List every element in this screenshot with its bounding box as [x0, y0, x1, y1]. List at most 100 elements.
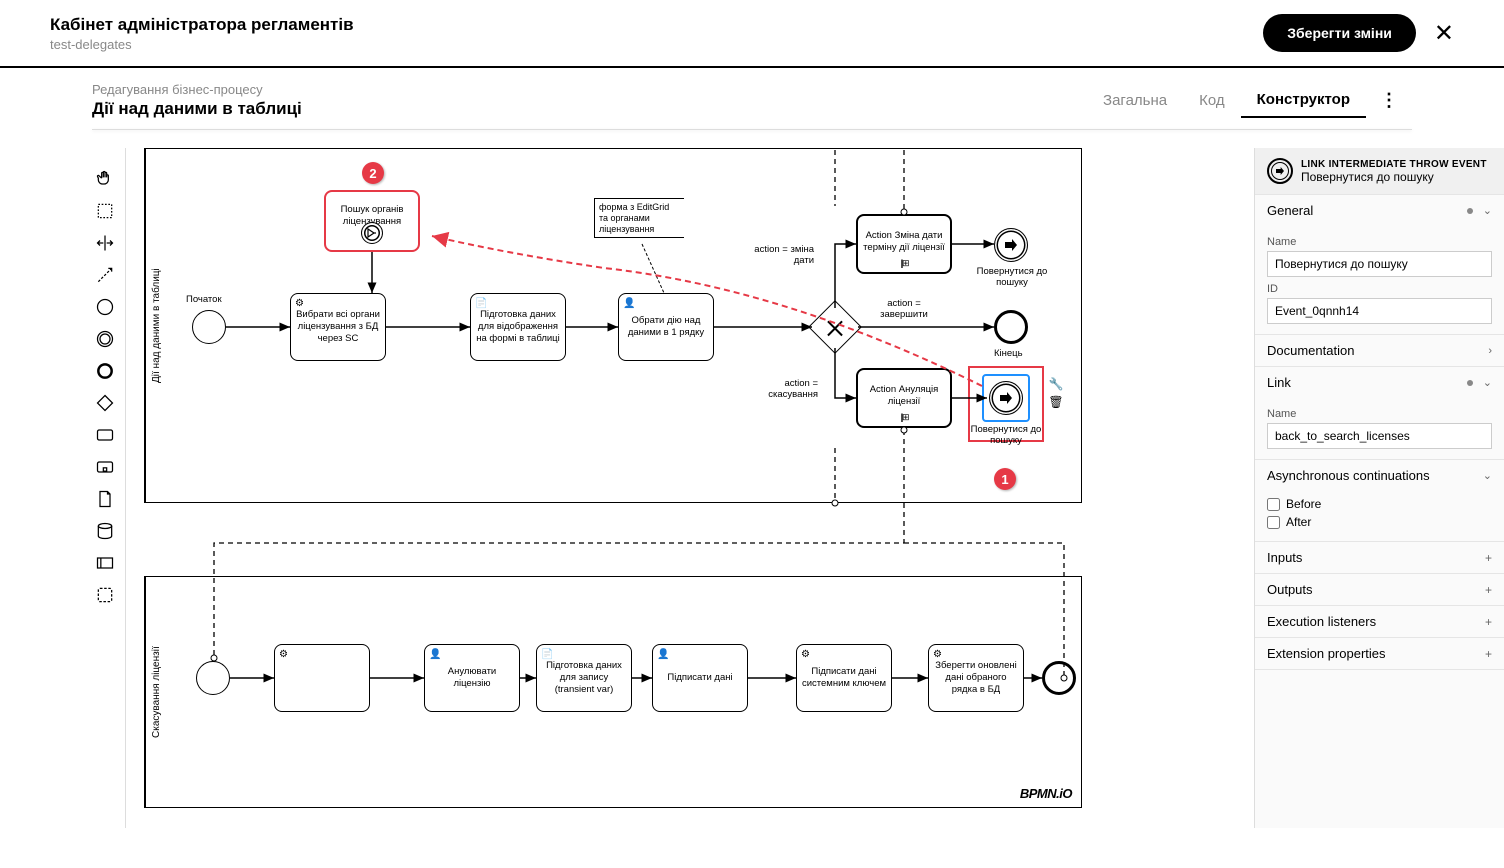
end-event-2[interactable]	[1042, 661, 1076, 695]
page-title: Дії над даними в таблиці	[92, 99, 302, 119]
after-checkbox[interactable]	[1267, 516, 1280, 529]
user-task-icon: 👤	[657, 649, 669, 662]
plus-icon[interactable]: +	[1485, 647, 1492, 661]
section-async[interactable]: Asynchronous continuations ⌄	[1255, 460, 1504, 491]
start-label: Початок	[186, 294, 222, 305]
section-label: Extension properties	[1267, 646, 1386, 661]
bpmn-canvas[interactable]: Дії над даними в таблиці Початок ⚙ Вибра…	[144, 148, 1084, 828]
element-name: Повернутися до пошуку	[1301, 170, 1487, 184]
service-task-icon: ⚙	[279, 649, 288, 662]
gateway-icon[interactable]	[92, 390, 118, 416]
task-label: Підготовка даних для відображення на фор…	[475, 309, 561, 345]
chevron-down-icon: ⌄	[1483, 376, 1492, 389]
context-pad: 🔧 🗑	[1048, 376, 1066, 410]
plus-icon[interactable]: +	[1485, 615, 1492, 629]
condition-label: action = завершити	[874, 298, 934, 321]
task-label: Підготовка даних для запису (transient v…	[541, 660, 627, 696]
tab-constructor[interactable]: Конструктор	[1241, 83, 1366, 118]
start-event-2[interactable]	[196, 661, 230, 695]
subprocess-icon[interactable]	[92, 454, 118, 480]
link-label-1: Повернутися до пошуку	[976, 266, 1048, 289]
task-select-all[interactable]: ⚙ Вибрати всі органи ліцензування з БД ч…	[290, 293, 386, 361]
condition-label: action = зміна дати	[744, 244, 814, 267]
task-save[interactable]: ⚙ Зберегти оновлені дані обраного рядка …	[928, 644, 1024, 712]
section-inputs[interactable]: Inputs +	[1255, 542, 1504, 573]
section-documentation[interactable]: Documentation ›	[1255, 335, 1504, 366]
user-task-icon: 👤	[623, 298, 635, 311]
data-store-icon[interactable]	[92, 518, 118, 544]
intermediate-event-icon[interactable]	[92, 326, 118, 352]
properties-panel: LINK INTERMEDIATE THROW EVENT Повернутис…	[1254, 148, 1504, 828]
task-cancel-lic[interactable]: 👤 Анулювати ліцензію	[424, 644, 520, 712]
section-label: Documentation	[1267, 343, 1354, 358]
task-prepare[interactable]: 📄 Підготовка даних для відображення на ф…	[470, 293, 566, 361]
task-icon[interactable]	[92, 422, 118, 448]
section-general[interactable]: General ⌄	[1255, 195, 1504, 226]
field-label: Name	[1267, 236, 1492, 248]
name-input[interactable]	[1267, 251, 1492, 277]
task-search-orgs[interactable]: Пошук органів ліцензування	[324, 190, 420, 252]
element-type-icon	[1267, 158, 1293, 184]
multi-instance-icon: ||| ⊞	[900, 412, 907, 423]
section-link[interactable]: Link ⌄	[1255, 367, 1504, 398]
chevron-right-icon: ›	[1488, 345, 1492, 357]
task-action-change[interactable]: Action Зміна дати терміну дії ліцензії |…	[856, 214, 952, 274]
before-checkbox[interactable]	[1267, 498, 1280, 511]
task-sign[interactable]: 👤 Підписати дані	[652, 644, 748, 712]
breadcrumb: Редагування бізнес-процесу	[92, 82, 302, 97]
plus-icon[interactable]: +	[1485, 583, 1492, 597]
text-annotation[interactable]: форма з EditGrid та органами ліцензуванн…	[594, 198, 684, 238]
start-event-icon[interactable]	[92, 294, 118, 320]
pool-label-main: Дії над даними в таблиці	[145, 149, 167, 502]
tab-code[interactable]: Код	[1183, 84, 1241, 117]
chevron-down-icon: ⌄	[1483, 469, 1492, 482]
group-icon[interactable]	[92, 582, 118, 608]
task-sign-sys[interactable]: ⚙ Підписати дані системним ключем	[796, 644, 892, 712]
menu-dots-icon[interactable]: ⋮	[1366, 82, 1412, 119]
service-task-icon: ⚙	[295, 298, 304, 311]
badge-2: 2	[362, 162, 384, 184]
data-object-icon[interactable]	[92, 486, 118, 512]
link-throw-2[interactable]	[989, 381, 1023, 415]
task-label: Підписати дані	[667, 672, 732, 684]
app-title: Кабінет адміністратора регламентів	[50, 15, 354, 35]
id-input[interactable]	[1267, 298, 1492, 324]
task-label: Обрати дію над даними в 1 рядку	[623, 315, 709, 339]
section-exec-listeners[interactable]: Execution listeners +	[1255, 606, 1504, 637]
task-blank[interactable]: ⚙	[274, 644, 370, 712]
context-trash-icon[interactable]: 🗑	[1048, 394, 1064, 410]
task-prepare-write[interactable]: 📄 Підготовка даних для запису (transient…	[536, 644, 632, 712]
badge-1: 1	[994, 468, 1016, 490]
section-ext-props[interactable]: Extension properties +	[1255, 638, 1504, 669]
checkbox-label: Before	[1286, 497, 1321, 511]
chevron-down-icon: ⌄	[1483, 204, 1492, 217]
close-icon[interactable]: ✕	[1434, 19, 1454, 48]
start-event[interactable]	[192, 310, 226, 344]
end-event[interactable]	[994, 310, 1028, 344]
element-type-label: LINK INTERMEDIATE THROW EVENT	[1301, 159, 1487, 170]
hand-tool-icon[interactable]	[92, 166, 118, 192]
link-label-2: Повернутися до пошуку	[970, 424, 1042, 447]
context-wrench-icon[interactable]: 🔧	[1048, 376, 1064, 392]
script-task-icon: 📄	[541, 649, 553, 662]
end-event-icon[interactable]	[92, 358, 118, 384]
lasso-tool-icon[interactable]	[92, 198, 118, 224]
pool-icon[interactable]	[92, 550, 118, 576]
script-task-icon: 📄	[475, 298, 487, 311]
plus-icon[interactable]: +	[1485, 551, 1492, 565]
section-outputs[interactable]: Outputs +	[1255, 574, 1504, 605]
bpmn-watermark: BPMN.iO	[1020, 786, 1072, 822]
task-action-cancel[interactable]: Action Ануляція ліцензії ||| ⊞	[856, 368, 952, 428]
section-label: Inputs	[1267, 550, 1302, 565]
link-name-input[interactable]	[1267, 423, 1492, 449]
section-label: Execution listeners	[1267, 614, 1376, 629]
service-task-icon: ⚙	[801, 649, 810, 662]
tab-general[interactable]: Загальна	[1087, 84, 1183, 117]
link-throw-1[interactable]	[994, 228, 1028, 262]
space-tool-icon[interactable]	[92, 230, 118, 256]
connect-tool-icon[interactable]	[92, 262, 118, 288]
task-choose-action[interactable]: 👤 Обрати дію над даними в 1 рядку	[618, 293, 714, 361]
task-label: Зберегти оновлені дані обраного рядка в …	[933, 660, 1019, 696]
save-button[interactable]: Зберегти зміни	[1263, 14, 1416, 52]
condition-label: action = скасування	[758, 378, 818, 401]
